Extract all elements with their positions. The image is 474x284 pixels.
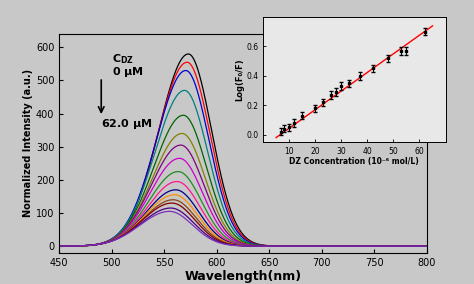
Text: $\mathbf{0\ \mu M}$: $\mathbf{0\ \mu M}$ bbox=[112, 66, 143, 80]
Text: $\mathbf{62.0\ \mu M}$: $\mathbf{62.0\ \mu M}$ bbox=[101, 117, 153, 131]
Y-axis label: Log(F₀/F): Log(F₀/F) bbox=[236, 58, 245, 101]
X-axis label: Wavelength(nm): Wavelength(nm) bbox=[184, 270, 301, 283]
X-axis label: DZ Concentration (10⁻⁶ mol/L): DZ Concentration (10⁻⁶ mol/L) bbox=[290, 157, 419, 166]
Y-axis label: Normalized Intensity (a.u.): Normalized Intensity (a.u.) bbox=[23, 69, 33, 218]
Text: $\mathbf{C_{DZ}}$: $\mathbf{C_{DZ}}$ bbox=[112, 52, 134, 66]
